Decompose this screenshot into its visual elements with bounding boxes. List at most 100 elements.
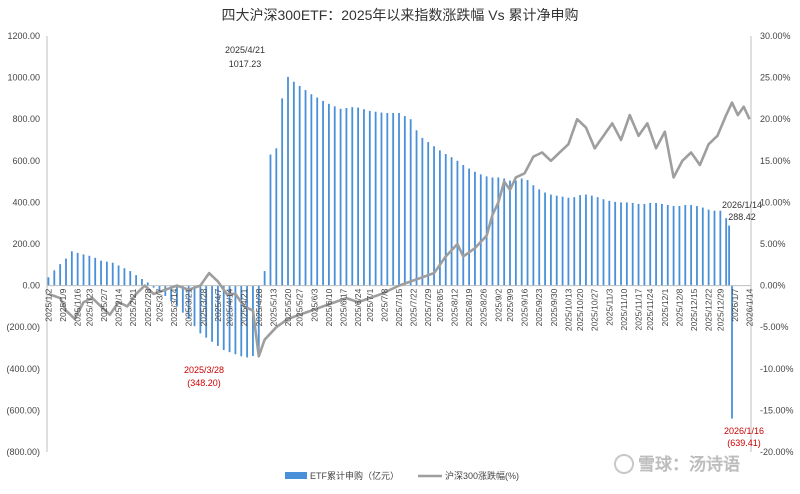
bar	[690, 205, 693, 286]
bar	[76, 252, 79, 286]
bar	[631, 202, 634, 286]
right-tick-label: 0.00%	[760, 281, 786, 291]
x-tick-label: 2025/5/20	[283, 288, 293, 326]
bar	[135, 275, 137, 286]
bar	[240, 285, 243, 357]
bar	[439, 150, 441, 286]
watermark-text: 雪球：汤诗语	[638, 455, 740, 474]
bar	[561, 196, 564, 286]
bar	[590, 195, 593, 286]
x-tick-label: 2025/11/24	[645, 288, 655, 330]
bar	[339, 108, 342, 286]
bar	[725, 218, 728, 286]
bar	[403, 116, 406, 286]
bar	[643, 203, 646, 286]
annotations: 2025/4/21 1017.23 2025/3/28 (348.20) 2026/1/…	[184, 45, 764, 448]
snowball-logo-icon	[614, 454, 634, 474]
bar	[409, 119, 412, 286]
annotation-value: 1017.23	[229, 59, 262, 69]
bar	[269, 154, 272, 286]
x-tick-label: 2025/9/16	[520, 288, 530, 326]
x-tick-label: 2025/4/7	[213, 288, 223, 321]
x-tick-label: 2025/8/26	[479, 288, 489, 326]
left-tick-label: 800.00	[12, 114, 40, 124]
bar	[532, 185, 535, 286]
x-tick-label: 2025/8/19	[464, 288, 474, 326]
bar	[479, 174, 482, 286]
bar	[228, 285, 231, 353]
bar	[70, 251, 73, 286]
bar	[316, 97, 319, 286]
x-tick-label: 2025/11/3	[604, 288, 614, 325]
bar	[713, 210, 716, 286]
left-tick-label: (400.00)	[6, 364, 40, 374]
x-tick-label: 2025/2/21	[128, 288, 138, 326]
bar	[421, 137, 424, 286]
x-tick-label: 2025/7/29	[423, 288, 433, 326]
bar	[146, 282, 149, 286]
bar	[649, 202, 652, 286]
legend-line-label: 沪深300涨跌幅(%)	[445, 470, 519, 481]
bar	[65, 258, 67, 286]
x-tick-label: 2025/9/9	[505, 288, 515, 321]
bar	[731, 285, 733, 419]
x-tick-label: 2025/2/28	[143, 288, 153, 326]
bar	[608, 200, 611, 286]
bar	[468, 168, 471, 286]
x-tick-label: 2025/2/7	[99, 288, 109, 321]
left-axis-ticks: 1200.00 1000.00 800.00 600.00 400.00 200.00 0.…	[6, 31, 40, 457]
right-tick-label: -5.00%	[760, 322, 789, 332]
bar	[216, 285, 219, 346]
x-tick-label: 2025/7/22	[409, 288, 419, 326]
bar	[474, 171, 476, 286]
bar	[345, 107, 348, 286]
bar	[123, 268, 126, 286]
x-tick-label: 2025/5/27	[295, 288, 305, 326]
x-tick-label: 2025/4/28	[254, 288, 264, 326]
x-tick-label: 2025/3/7	[155, 288, 165, 321]
x-tick-label: 2025/7/8	[379, 288, 389, 321]
right-tick-label: 15.00%	[760, 156, 791, 166]
right-tick-label: 5.00%	[760, 239, 786, 249]
bar	[222, 285, 225, 351]
bar	[327, 103, 330, 286]
bar	[444, 154, 447, 286]
bar	[47, 277, 50, 286]
bar	[625, 202, 628, 286]
legend-bar-label: ETF累计申购（亿元）	[310, 470, 399, 481]
bar	[357, 107, 359, 286]
left-tick-label: 1200.00	[7, 31, 40, 41]
bar	[176, 285, 178, 307]
x-tick-label: 2025/12/22	[704, 288, 714, 331]
bar	[263, 271, 266, 286]
x-tick-label: 2025/10/27	[590, 288, 600, 331]
x-tick-label: 2025/11/10	[619, 288, 629, 330]
bar	[298, 85, 301, 286]
x-tick-label: 2025/6/24	[353, 288, 363, 326]
bar	[351, 107, 354, 286]
bar	[59, 264, 62, 286]
x-tick-label: 2025/7/15	[394, 288, 404, 326]
bar	[573, 197, 576, 286]
bar	[111, 262, 114, 286]
bar	[141, 279, 143, 286]
bar	[380, 112, 383, 286]
x-tick-label: 2025/10/13	[563, 288, 573, 331]
x-tick-label: 2025/5/13	[268, 288, 278, 326]
bar	[666, 205, 669, 286]
left-tick-label: 200.00	[12, 239, 40, 249]
bar	[450, 157, 453, 286]
bar	[637, 203, 640, 286]
bar	[503, 178, 506, 286]
bar	[152, 285, 155, 288]
bar	[602, 199, 605, 286]
bar	[544, 192, 546, 286]
bar	[53, 270, 56, 286]
bar	[567, 197, 570, 286]
watermark: 雪球：汤诗语	[614, 454, 740, 474]
bar	[292, 81, 295, 286]
bar	[129, 271, 132, 286]
bar	[661, 203, 663, 286]
bar	[246, 285, 248, 358]
x-tick-label: 2025/1/23	[84, 288, 94, 326]
